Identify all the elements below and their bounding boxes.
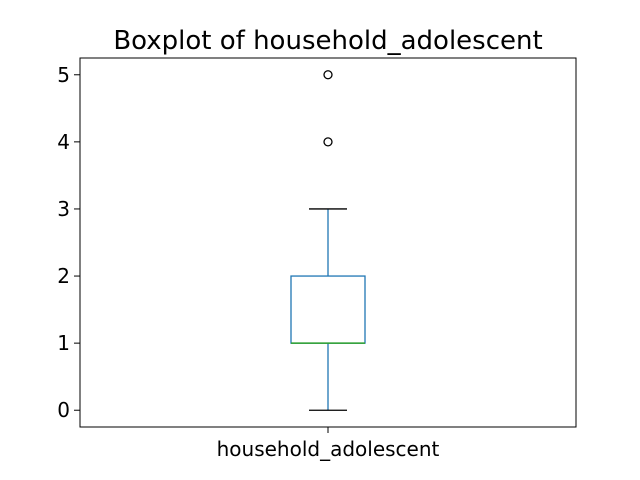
outlier-point [323, 137, 333, 147]
y-tick-label: 0 [57, 398, 70, 422]
y-tick-label: 4 [57, 130, 70, 154]
y-tick-label: 5 [57, 63, 70, 87]
y-tick-label: 1 [57, 331, 70, 355]
y-tick-label: 3 [57, 197, 70, 221]
x-tick-label: household_adolescent [217, 437, 440, 461]
chart-title: Boxplot of household_adolescent [113, 26, 542, 56]
outlier-point [323, 70, 333, 80]
y-tick-label: 2 [57, 264, 70, 288]
iqr-box [290, 275, 366, 344]
